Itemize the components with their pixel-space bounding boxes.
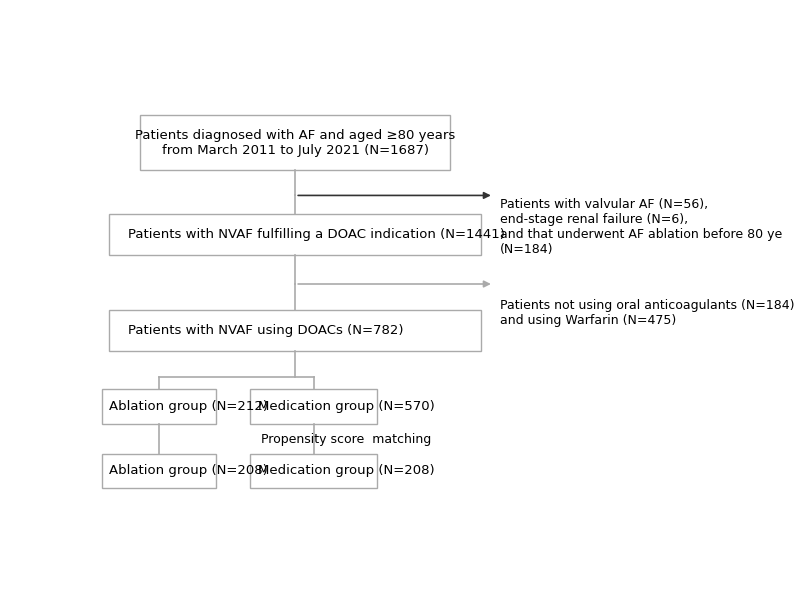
FancyBboxPatch shape (250, 454, 378, 488)
FancyBboxPatch shape (102, 389, 216, 424)
FancyBboxPatch shape (250, 389, 378, 424)
FancyBboxPatch shape (110, 310, 482, 352)
Text: Patients with NVAF fulfilling a DOAC indication (N=1441): Patients with NVAF fulfilling a DOAC ind… (128, 228, 505, 241)
Text: Ablation group (N=208): Ablation group (N=208) (110, 464, 268, 477)
Text: Propensity score  matching: Propensity score matching (262, 433, 431, 446)
Text: Patients with valvular AF (N=56),
end-stage renal failure (N=6),
and that underw: Patients with valvular AF (N=56), end-st… (500, 198, 782, 256)
FancyBboxPatch shape (140, 115, 450, 170)
Text: Patients with NVAF using DOACs (N=782): Patients with NVAF using DOACs (N=782) (128, 324, 403, 337)
FancyBboxPatch shape (110, 214, 482, 255)
Text: Medication group (N=208): Medication group (N=208) (258, 464, 434, 477)
Text: Medication group (N=570): Medication group (N=570) (258, 400, 435, 413)
FancyBboxPatch shape (102, 454, 216, 488)
Text: Patients not using oral anticoagulants (N=184)
and using Warfarin (N=475): Patients not using oral anticoagulants (… (500, 299, 794, 327)
Text: Patients diagnosed with AF and aged ≥80 years
from March 2011 to July 2021 (N=16: Patients diagnosed with AF and aged ≥80 … (135, 129, 455, 157)
Text: Ablation group (N=212): Ablation group (N=212) (110, 400, 268, 413)
